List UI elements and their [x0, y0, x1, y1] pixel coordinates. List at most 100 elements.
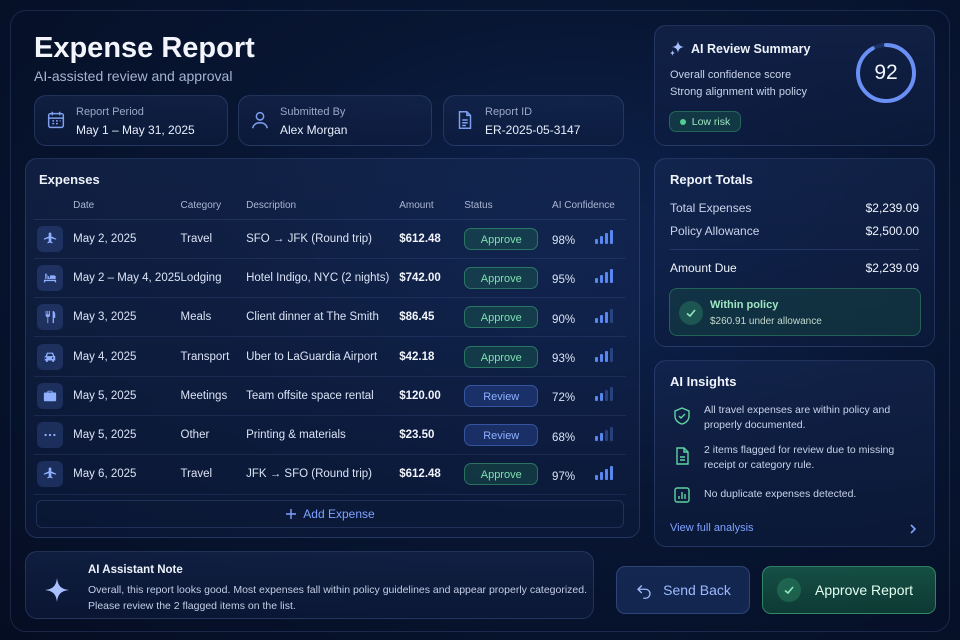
- signal-bars-icon: [595, 426, 614, 441]
- signal-bars-icon: [595, 308, 614, 323]
- note-title: AI Assistant Note: [88, 564, 183, 576]
- confidence-bar: [610, 426, 614, 441]
- calendar-icon: [47, 111, 65, 129]
- table-row[interactable]: May 6, 2025 Travel JFK → SFO (Round trip) $…: [34, 454, 626, 495]
- status-badge[interactable]: Approve: [464, 463, 539, 486]
- confidence-score-value: 92: [874, 61, 898, 84]
- page-title: Expense Report: [34, 32, 255, 64]
- policy-allowance-label: Policy Allowance: [670, 224, 760, 238]
- ai-insights-title: AI Insights: [670, 374, 737, 389]
- expense-description: Uber to LaGuardia Airport: [246, 336, 400, 377]
- ai-confidence-value: 72%: [552, 392, 576, 405]
- signal-bars-icon: [595, 387, 614, 402]
- column-description[interactable]: Description: [246, 193, 400, 220]
- plus-icon: [286, 509, 297, 519]
- add-expense-button[interactable]: Add Expense: [36, 500, 624, 528]
- status-badge[interactable]: Approve: [464, 266, 539, 289]
- ai-insights-card: [654, 360, 935, 547]
- totals-divider: [670, 249, 919, 250]
- expense-description: JFK → SFO (Round trip): [246, 454, 400, 495]
- confidence-bar: [595, 239, 599, 245]
- check-icon: [679, 301, 703, 325]
- confidence-bar: [605, 311, 609, 323]
- table-row[interactable]: May 3, 2025 Meals Client dinner at The Smi…: [34, 297, 626, 338]
- more-icon: [37, 422, 63, 449]
- expense-amount: $23.50: [399, 415, 465, 456]
- plane-icon: [37, 461, 63, 488]
- status-badge[interactable]: Approve: [464, 227, 539, 250]
- confidence-bar: [595, 317, 599, 323]
- confidence-bar: [600, 275, 604, 284]
- submitted-by-label: Submitted By: [280, 106, 346, 118]
- submitted-by-card: Submitted By Alex Morgan: [238, 95, 432, 146]
- expenses-table: Date Category Description Amount Status …: [34, 193, 626, 495]
- total-expenses-label: Total Expenses: [670, 201, 752, 215]
- insight-item: All travel expenses are within policy an…: [704, 404, 891, 431]
- confidence-bar: [605, 429, 609, 441]
- expense-description: Team offsite space rental: [246, 376, 400, 416]
- table-row[interactable]: May 5, 2025 Other Printing & materials $23.…: [34, 415, 626, 456]
- column-category[interactable]: Category: [180, 193, 247, 220]
- confidence-bar: [595, 396, 599, 402]
- approve-report-label: Approve Report: [815, 582, 914, 598]
- status-badge[interactable]: Review: [464, 424, 539, 447]
- policy-alignment-text: Strong alignment with policy: [670, 86, 807, 98]
- policy-allowance-value: $2,500.00: [865, 224, 919, 238]
- ai-confidence-value: 90%: [552, 313, 576, 326]
- confidence-bar: [610, 230, 614, 245]
- confidence-bar: [610, 269, 614, 284]
- report-totals-title: Report Totals: [670, 172, 753, 187]
- table-row[interactable]: May 4, 2025 Transport Uber to LaGuardia Ai…: [34, 336, 626, 377]
- status-badge[interactable]: Approve: [464, 306, 539, 329]
- column-amount[interactable]: Amount: [399, 193, 465, 220]
- confidence-gauge: [856, 43, 916, 103]
- signal-bars-icon: [595, 269, 614, 284]
- total-expenses-value: $2,239.09: [865, 201, 919, 215]
- confidence-bar: [595, 357, 599, 363]
- document-icon: [458, 111, 472, 129]
- column-date[interactable]: Date: [73, 193, 181, 220]
- expense-category: Travel: [180, 219, 247, 259]
- status-badge[interactable]: Approve: [464, 345, 539, 368]
- table-row[interactable]: May 2, 2025 Travel SFO → JFK (Round trip) $…: [34, 219, 626, 259]
- chevron-right-icon[interactable]: [906, 522, 920, 536]
- note-body: Overall, this report looks good. Most ex…: [88, 584, 588, 612]
- within-policy-title: Within policy: [710, 299, 779, 311]
- under-allowance-text: $260.91 under allowance: [710, 316, 822, 327]
- confidence-bar: [600, 471, 604, 480]
- approve-report-button[interactable]: Approve Report: [762, 566, 936, 614]
- confidence-bar: [600, 314, 604, 323]
- amount-due-label: Amount Due: [670, 261, 737, 275]
- expense-description: Client dinner at The Smith: [246, 297, 400, 338]
- column-ai-confidence[interactable]: AI Confidence: [552, 193, 626, 220]
- column-icon: [34, 193, 74, 220]
- status-dot-icon: [679, 118, 686, 125]
- expenses-title: Expenses: [39, 172, 100, 187]
- ai-confidence-value: 68%: [552, 431, 576, 444]
- plane-icon: [37, 225, 63, 252]
- expense-category: Lodging: [180, 258, 247, 299]
- status-badge[interactable]: Review: [464, 384, 539, 407]
- send-back-button[interactable]: Send Back: [616, 566, 750, 614]
- table-row[interactable]: May 2 – May 4, 2025 Lodging Hotel Indigo, …: [34, 258, 626, 299]
- report-period-card: Report Period May 1 – May 31, 2025: [34, 95, 228, 146]
- report-id-value: ER-2025-05-3147: [485, 123, 581, 137]
- page-subtitle: AI-assisted review and approval: [34, 68, 233, 84]
- check-icon: [777, 578, 801, 602]
- view-full-analysis-link[interactable]: View full analysis: [670, 522, 754, 534]
- within-policy-banner: Within policy $260.91 under allowance: [669, 288, 921, 336]
- expense-date: May 2, 2025: [73, 219, 181, 259]
- chart-icon: [674, 487, 690, 503]
- ai-confidence-value: 93%: [552, 353, 576, 366]
- car-icon: [37, 343, 63, 370]
- column-status[interactable]: Status: [464, 193, 553, 220]
- confidence-bar: [610, 308, 614, 323]
- document-icon: [676, 447, 689, 465]
- expense-date: May 2 – May 4, 2025: [73, 258, 181, 299]
- expense-category: Travel: [180, 454, 247, 495]
- amount-due-row: Amount Due $2,239.09: [670, 261, 919, 275]
- table-row[interactable]: May 5, 2025 Meetings Team offsite space re…: [34, 376, 626, 416]
- shield-check-icon: [674, 407, 690, 425]
- confidence-bar: [600, 354, 604, 363]
- report-period-value: May 1 – May 31, 2025: [76, 123, 195, 137]
